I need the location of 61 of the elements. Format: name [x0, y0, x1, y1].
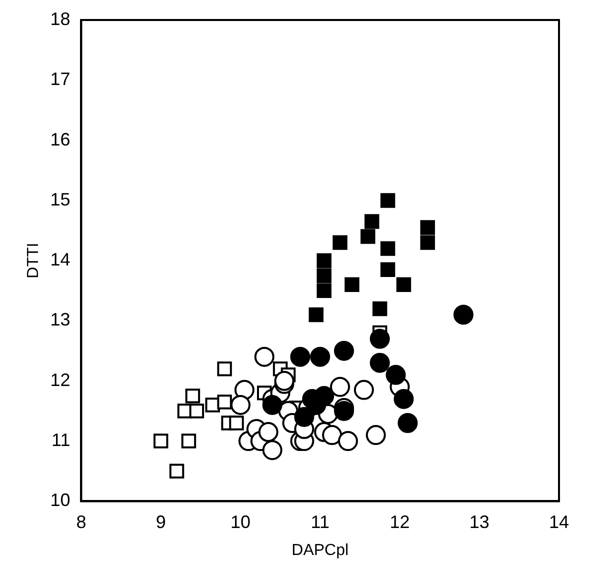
x-tick-label: 12 — [390, 512, 410, 532]
y-tick-label: 14 — [50, 250, 70, 270]
x-tick-label: 9 — [156, 512, 166, 532]
point — [316, 268, 332, 283]
point — [185, 388, 200, 404]
point — [262, 440, 282, 460]
x-tick-label: 14 — [548, 512, 570, 532]
point — [254, 346, 274, 367]
point — [386, 364, 406, 385]
y-tick-label: 12 — [50, 370, 70, 390]
point — [230, 394, 250, 415]
point — [366, 425, 386, 446]
point — [380, 193, 396, 208]
point — [370, 328, 390, 349]
point — [332, 235, 348, 250]
x-tick-label: 8 — [76, 512, 86, 532]
point — [310, 346, 330, 367]
y-tick-label: 18 — [50, 8, 70, 29]
x-tick-label: 13 — [469, 512, 490, 532]
point — [338, 431, 358, 452]
point — [217, 362, 232, 376]
y-tick-label: 17 — [50, 69, 70, 90]
point — [322, 425, 342, 446]
point — [370, 352, 390, 373]
point — [398, 413, 418, 434]
point — [294, 406, 314, 427]
point — [394, 388, 414, 409]
point — [229, 416, 244, 430]
point — [316, 253, 332, 268]
point — [330, 376, 350, 397]
point — [153, 434, 168, 448]
point — [316, 283, 332, 298]
point — [262, 394, 282, 415]
point — [258, 422, 278, 442]
point — [189, 404, 204, 418]
point — [308, 307, 324, 322]
point — [396, 277, 412, 292]
point — [372, 301, 388, 316]
point — [420, 235, 435, 250]
point — [181, 434, 196, 448]
y-tick-label: 13 — [50, 310, 70, 330]
point — [364, 214, 380, 229]
point — [344, 277, 360, 292]
x-tick-label: 11 — [310, 512, 330, 532]
y-tick-label: 15 — [50, 189, 70, 210]
point — [360, 229, 376, 244]
y-tick-label: 16 — [50, 129, 70, 150]
point — [290, 346, 310, 367]
point — [380, 262, 396, 277]
x-tick-label: 10 — [230, 512, 250, 532]
point — [169, 464, 184, 478]
y-tick-label: 11 — [52, 430, 70, 450]
point — [354, 380, 374, 400]
point — [380, 241, 396, 256]
point — [453, 304, 474, 325]
y-tick-label: 10 — [50, 490, 70, 510]
point — [334, 340, 354, 361]
point — [420, 220, 435, 235]
x-axis-title: DAPCpl — [292, 542, 349, 559]
point — [217, 394, 232, 410]
y-axis-title: DTTI — [25, 242, 42, 278]
